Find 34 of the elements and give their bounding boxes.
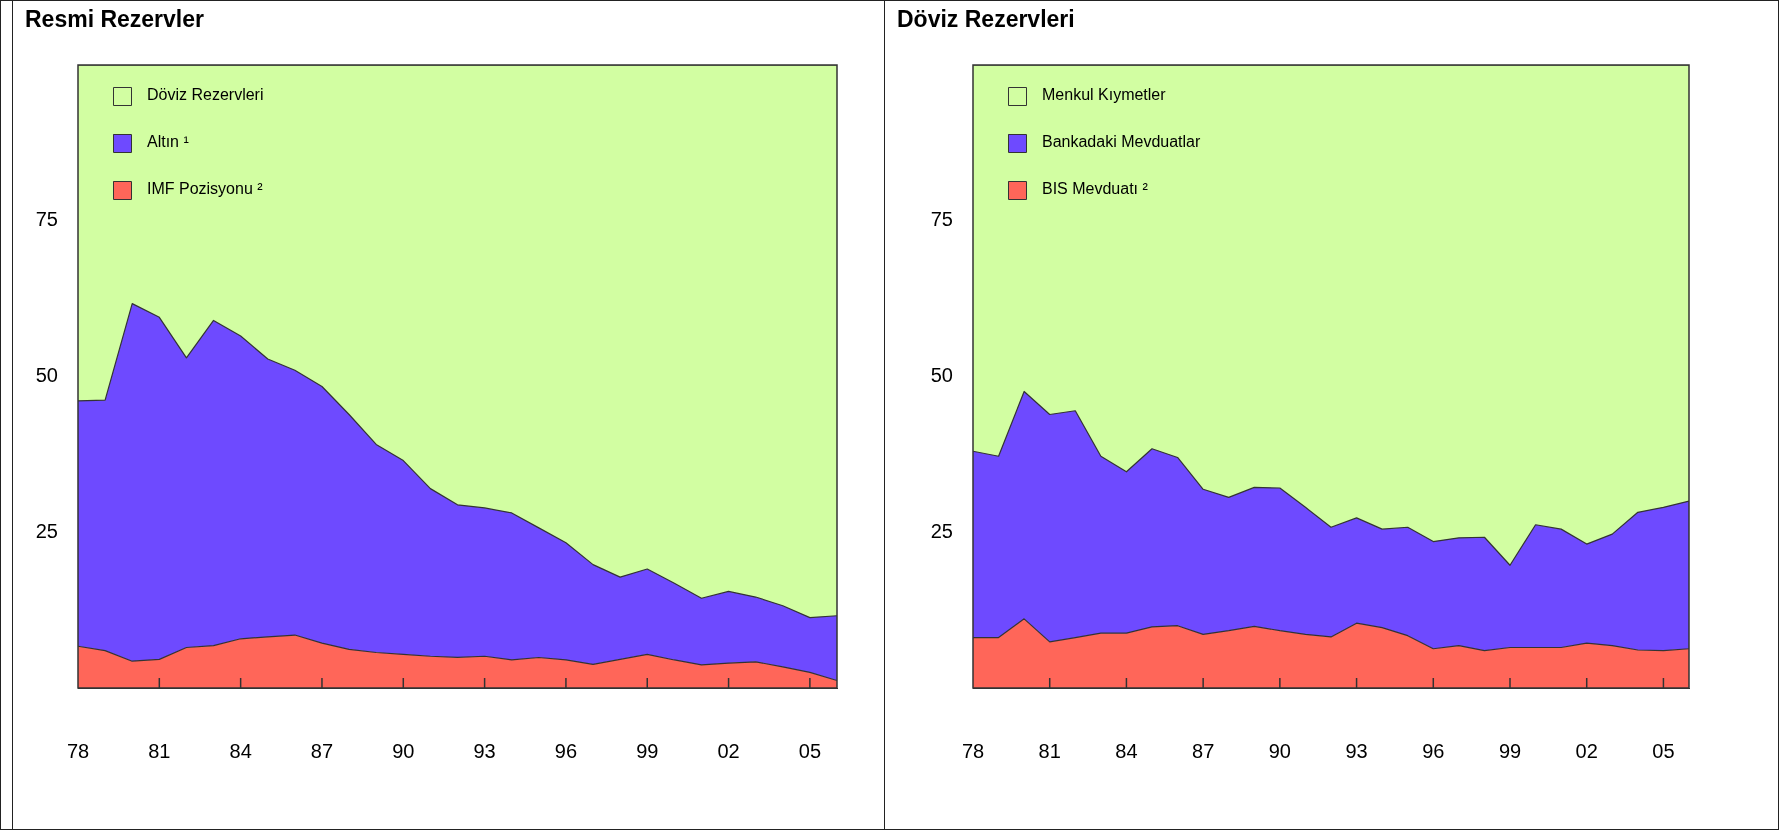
x-tick-label: 93 — [473, 739, 496, 762]
x-tick-label: 02 — [717, 739, 740, 762]
legend-label: Altın ¹ — [147, 133, 189, 151]
x-tick-label: 87 — [1192, 739, 1215, 762]
chart-title: Döviz Rezervleri — [897, 6, 1075, 33]
x-tick-label: 93 — [1345, 739, 1368, 762]
legend-label: Döviz Rezervleri — [147, 86, 264, 104]
y-tick-label: 75 — [930, 208, 953, 231]
x-tick-label: 96 — [1422, 739, 1445, 762]
x-tick-label: 84 — [1115, 739, 1138, 762]
x-tick-label: 87 — [310, 739, 334, 762]
x-tick-label: 96 — [554, 739, 578, 762]
y-tick-label: 50 — [930, 364, 953, 387]
y-tick-label: 75 — [35, 208, 58, 231]
x-tick-label: 90 — [1268, 739, 1291, 762]
x-tick-label: 02 — [1575, 739, 1598, 762]
legend-label: Bankadaki Mevduatlar — [1042, 133, 1201, 151]
y-tick-label: 25 — [35, 519, 58, 542]
x-tick-label: 78 — [961, 739, 985, 762]
x-tick-label: 05 — [1652, 739, 1675, 762]
legend-label: IMF Pozisyonu ² — [147, 180, 264, 198]
y-tick-label: 25 — [930, 519, 953, 542]
legend-label: Menkul Kıymetler — [1042, 86, 1167, 104]
legend-label: BIS Mevduatı ² — [1042, 180, 1149, 198]
x-tick-label: 99 — [636, 739, 659, 762]
x-tick-label: 84 — [229, 739, 252, 762]
x-tick-label: 81 — [1038, 739, 1061, 762]
x-tick-label: 78 — [66, 739, 90, 762]
y-tick-label: 50 — [35, 364, 58, 387]
x-tick-label: 05 — [798, 739, 822, 762]
x-tick-label: 90 — [392, 739, 415, 762]
chart-title: Resmi Rezervler — [25, 6, 204, 33]
x-tick-label: 81 — [148, 739, 171, 762]
x-tick-label: 99 — [1498, 739, 1522, 762]
